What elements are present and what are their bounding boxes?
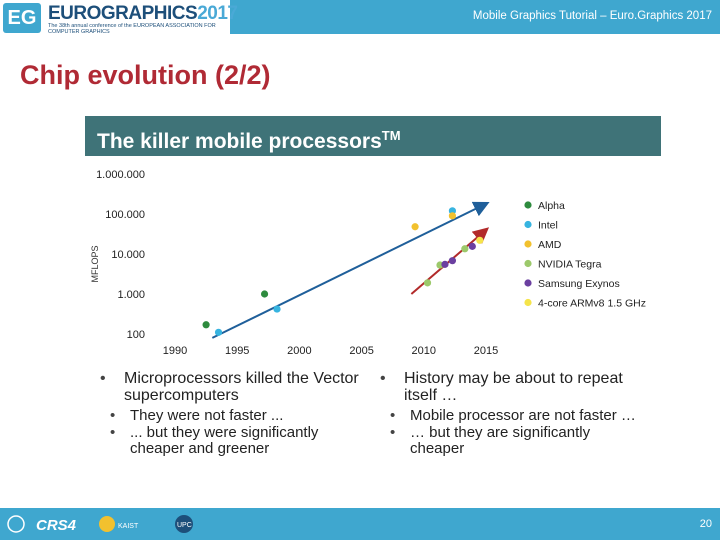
legend-label: Intel bbox=[538, 220, 558, 232]
x-tick-label: 1990 bbox=[163, 345, 187, 357]
y-tick-label: 10.000 bbox=[111, 249, 145, 261]
x-tick-label: 2015 bbox=[474, 345, 498, 357]
sub-bullet: They were not faster ... bbox=[110, 408, 360, 425]
sub-bullet: … but they are significantly cheaper bbox=[390, 425, 640, 457]
upc-logo: UPC bbox=[177, 522, 192, 529]
vcg-logo-icon bbox=[7, 515, 25, 533]
chart: MFLOPS 1.000.000 100.000 10.000 1.000 100 1990… bbox=[90, 169, 646, 357]
tutorial-header: Mobile Graphics Tutorial – Euro.Graphics… bbox=[472, 10, 712, 22]
data-point bbox=[260, 290, 269, 298]
left-bullets: Microprocessors killed the Vector superc… bbox=[100, 370, 360, 458]
kaist-logo-icon bbox=[99, 516, 115, 532]
x-tick-label: 2010 bbox=[412, 345, 436, 357]
figure-banner: The killer mobile processorsTM bbox=[85, 116, 661, 156]
legend-label: Alpha bbox=[538, 200, 565, 212]
legend-marker bbox=[524, 259, 532, 268]
x-tick-label: 1995 bbox=[225, 345, 249, 357]
legend-label: NVIDIA Tegra bbox=[538, 259, 602, 271]
data-point bbox=[423, 279, 432, 287]
x-tick-label: 2000 bbox=[287, 345, 311, 357]
data-point bbox=[448, 207, 457, 215]
data-point bbox=[468, 242, 476, 250]
data-point bbox=[202, 321, 210, 329]
data-point bbox=[441, 260, 449, 268]
legend-marker bbox=[524, 298, 532, 307]
legend-label: 4-core ARMv8 1.5 GHz bbox=[538, 298, 646, 310]
logo-title: EUROGRAPHICS2017 bbox=[48, 3, 238, 24]
legend-label: Samsung Exynos bbox=[538, 278, 620, 290]
data-point bbox=[273, 305, 281, 313]
legend-marker bbox=[524, 240, 532, 248]
crs4-logo: CRS4 bbox=[36, 517, 77, 534]
logo-subtitle: The 38th annual conference of the EUROPE… bbox=[48, 23, 216, 35]
y-axis-label: MFLOPS bbox=[90, 245, 100, 282]
legend-marker bbox=[524, 201, 532, 209]
y-tick-label: 1.000 bbox=[117, 289, 145, 301]
data-point bbox=[448, 257, 457, 265]
chart-figure: The killer mobile processorsTM MFLOPS 1.0… bbox=[85, 116, 661, 364]
partner-logos: CRS4 KAIST UPC bbox=[7, 515, 193, 534]
x-tick-label: 2005 bbox=[349, 345, 373, 357]
page-number: 20 bbox=[699, 518, 712, 530]
legend-marker bbox=[524, 279, 532, 287]
y-tick-label: 1.000.000 bbox=[96, 169, 145, 181]
upc-logo-icon bbox=[175, 515, 193, 533]
sub-bullet: Mobile processor are not faster … bbox=[390, 408, 640, 425]
bullet-main: History may be about to repeat itself … bbox=[380, 370, 640, 404]
data-point bbox=[411, 223, 419, 231]
y-tick-label: 100 bbox=[127, 329, 145, 341]
data-point bbox=[461, 245, 469, 253]
top-bar: EG EUROGRAPHICS2017 The 38th annual conf… bbox=[0, 0, 720, 35]
data-point bbox=[448, 212, 457, 220]
legend-label: AMD bbox=[538, 239, 562, 251]
legend-marker bbox=[524, 220, 532, 229]
slide-title: Chip evolution (2/2) bbox=[20, 60, 271, 90]
footer-bar: CRS4 KAIST UPC 20 bbox=[0, 508, 720, 540]
y-tick-label: 100.000 bbox=[105, 209, 145, 221]
kaist-logo: KAIST bbox=[118, 523, 139, 530]
eurographics-logo: EG EUROGRAPHICS2017 The 38th annual conf… bbox=[0, 0, 238, 35]
trend-line bbox=[410, 227, 490, 295]
sub-bullet: ... but they were significantly cheaper … bbox=[110, 425, 360, 457]
eg-badge: EG bbox=[3, 3, 41, 33]
data-point bbox=[476, 236, 484, 244]
right-bullets: History may be about to repeat itself … … bbox=[380, 370, 640, 458]
data-point bbox=[214, 328, 223, 336]
bullet-main: Microprocessors killed the Vector superc… bbox=[100, 370, 360, 404]
trend-line bbox=[211, 201, 490, 339]
